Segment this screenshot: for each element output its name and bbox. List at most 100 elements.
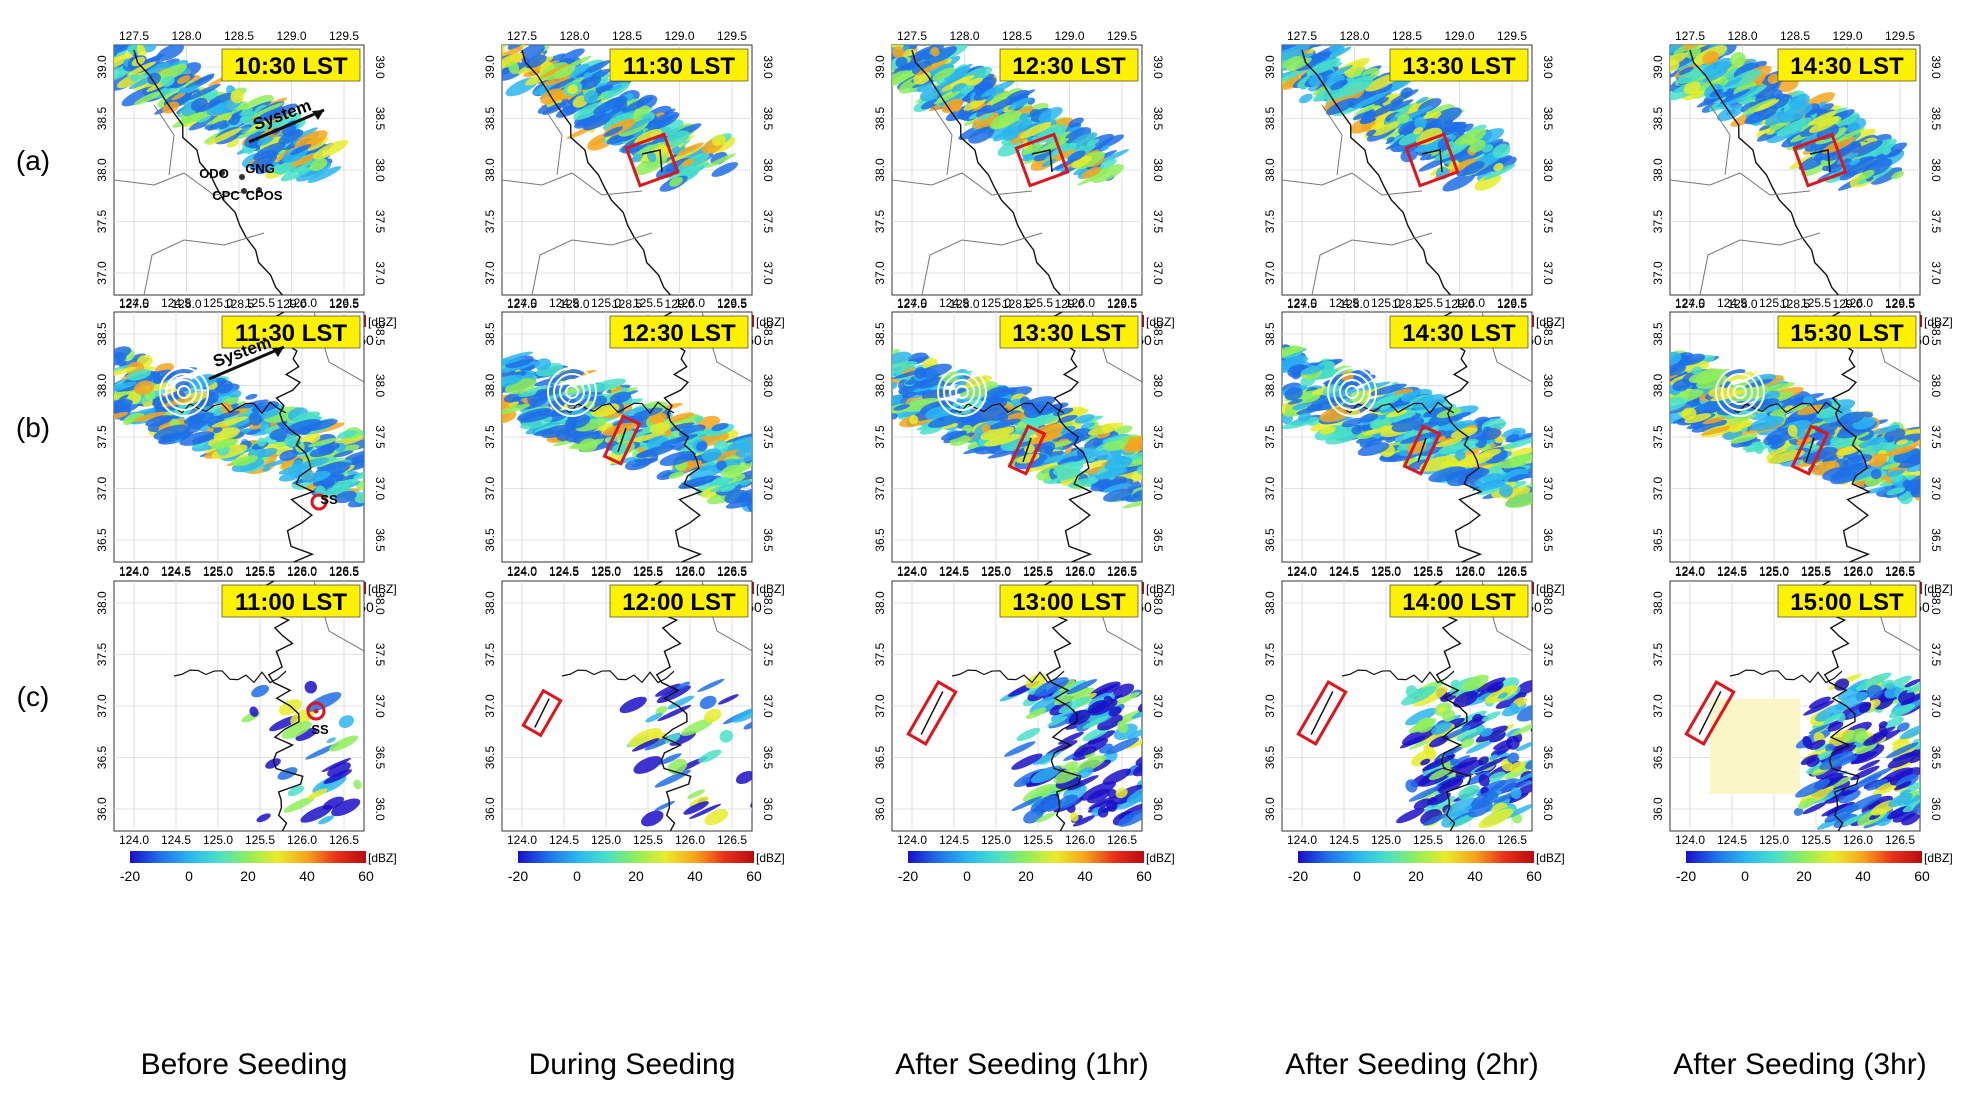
lon-tick-top: 129.5	[329, 29, 359, 43]
lon-tick-bottom: 126.5	[1497, 833, 1527, 847]
colorbar-tick: 20	[628, 868, 644, 884]
lon-tick-top: 129.0	[276, 29, 306, 43]
lat-tick-left: 38.5	[873, 322, 887, 346]
lat-tick-left: 38.0	[1651, 158, 1665, 182]
lon-tick-bottom: 125.0	[203, 564, 233, 578]
time-label: 11:30 LST	[235, 320, 347, 347]
lat-tick-left: 36.0	[1263, 797, 1277, 821]
lon-tick-bottom: 125.5	[1023, 564, 1053, 578]
lat-tick-left: 37.5	[95, 425, 109, 449]
lat-tick-left: 37.0	[95, 261, 109, 285]
lat-tick-right: 37.0	[761, 694, 775, 718]
lon-tick-top: 125.5	[245, 296, 275, 310]
colorbar-tick: 40	[1855, 868, 1871, 884]
lat-tick-left: 36.5	[483, 745, 497, 769]
lat-tick-right: 37.5	[373, 643, 387, 667]
lat-tick-right: 39.0	[1151, 55, 1165, 79]
lat-tick-right: 37.0	[1541, 477, 1555, 501]
lat-tick-left: 38.0	[483, 591, 497, 615]
lon-tick-top: 124.0	[1287, 296, 1317, 310]
lat-tick-right: 38.5	[1541, 322, 1555, 346]
lon-tick-top: 125.0	[203, 296, 233, 310]
lat-tick-left: 37.5	[95, 209, 109, 233]
colorbar: -20 0 20 40 60 [dBZ]	[120, 851, 397, 884]
lon-tick-top: 124.5	[1329, 565, 1359, 579]
lat-tick-right: 38.0	[1541, 591, 1555, 615]
lon-tick-bottom: 128.5	[1002, 297, 1032, 311]
lat-tick-left: 38.0	[95, 591, 109, 615]
lat-tick-right: 37.5	[761, 425, 775, 449]
lon-tick-bottom: 126.0	[675, 564, 705, 578]
colorbar-unit: [dBZ]	[1146, 851, 1175, 865]
lon-tick-bottom: 125.5	[245, 833, 275, 847]
lon-tick-top: 126.5	[1885, 296, 1915, 310]
time-label: 15:00 LST	[1790, 589, 1904, 616]
lat-tick-left: 37.5	[483, 642, 497, 666]
lat-tick-right: 37.5	[1541, 210, 1555, 234]
lon-tick-top: 129.0	[1832, 29, 1862, 43]
time-label: 13:00 LST	[1012, 589, 1126, 616]
radar-panel: 14:00 LST 124.0 124.0 124.5 124.5 125.0 125.0 1…	[1263, 565, 1555, 847]
lat-tick-left: 37.0	[873, 694, 887, 718]
lat-tick-left: 37.5	[1263, 642, 1277, 666]
lat-tick-left: 36.5	[1651, 528, 1665, 552]
lon-tick-top: 126.5	[1107, 565, 1137, 579]
lon-tick-top: 126.0	[1065, 296, 1095, 310]
row-label: (a)	[15, 145, 51, 176]
time-label: 11:00 LST	[235, 589, 347, 616]
lon-tick-top: 125.5	[633, 565, 663, 579]
time-label-bg	[221, 48, 361, 82]
lon-tick-top: 125.0	[1371, 565, 1401, 579]
lat-tick-right: 37.0	[373, 694, 387, 718]
lon-tick-bottom: 126.5	[1497, 564, 1527, 578]
time-label: 15:30 LST	[1790, 320, 1904, 347]
lat-tick-left: 36.0	[1651, 797, 1665, 821]
colorbar-tick: 60	[358, 868, 374, 884]
lat-tick-left: 38.5	[483, 322, 497, 346]
site-label: CPOS	[246, 188, 283, 203]
lat-tick-left: 36.5	[1263, 528, 1277, 552]
lat-tick-left: 38.5	[483, 106, 497, 130]
lon-tick-top: 129.0	[1054, 29, 1084, 43]
colorbar-tick: 40	[1467, 868, 1483, 884]
lon-tick-bottom: 125.5	[245, 564, 275, 578]
lat-tick-left: 37.0	[1651, 694, 1665, 718]
colorbar: -20 0 20 40 60 [dBZ]	[508, 851, 785, 884]
lat-tick-right: 37.0	[1151, 694, 1165, 718]
lon-tick-top: 124.5	[1329, 296, 1359, 310]
lon-tick-bottom: 125.0	[1759, 833, 1789, 847]
lat-tick-left: 36.5	[95, 745, 109, 769]
lon-tick-bottom: 125.5	[1413, 833, 1443, 847]
lat-tick-left: 39.0	[873, 55, 887, 79]
lon-tick-bottom: 125.5	[1801, 564, 1831, 578]
lon-tick-top: 125.5	[245, 565, 275, 579]
lat-tick-right: 37.0	[373, 261, 387, 285]
lon-tick-top: 126.5	[717, 296, 747, 310]
lon-tick-top: 126.0	[1843, 296, 1873, 310]
lon-tick-bottom: 129.5	[329, 297, 359, 311]
colorbar-tick: 20	[1408, 868, 1424, 884]
lat-tick-right: 38.0	[761, 158, 775, 182]
lon-tick-top: 124.0	[507, 565, 537, 579]
colorbar-tick: 60	[1136, 868, 1152, 884]
lon-tick-top: 125.0	[1371, 296, 1401, 310]
lat-tick-right: 37.0	[1541, 261, 1555, 285]
colorbar-tick: 40	[299, 868, 315, 884]
time-label: 14:30 LST	[1790, 53, 1904, 80]
lon-tick-top: 125.0	[981, 565, 1011, 579]
lat-tick-left: 37.5	[1263, 209, 1277, 233]
lat-tick-left: 38.0	[873, 158, 887, 182]
radar-panel: 13:30 LST124.0124.0124.5124.5125.0125.01…	[873, 296, 1165, 578]
time-label-bg	[999, 584, 1139, 618]
lon-tick-bottom: 125.0	[591, 564, 621, 578]
lat-tick-right: 38.5	[373, 107, 387, 131]
lat-tick-right: 37.0	[1929, 694, 1943, 718]
lat-tick-right: 38.5	[1541, 107, 1555, 131]
lon-tick-bottom: 124.5	[1329, 564, 1359, 578]
lat-tick-left: 37.0	[483, 261, 497, 285]
lon-tick-bottom: 124.0	[119, 564, 149, 578]
lon-tick-top: 124.0	[119, 296, 149, 310]
lat-tick-left: 37.0	[483, 476, 497, 500]
lat-tick-right: 36.5	[1929, 528, 1943, 552]
